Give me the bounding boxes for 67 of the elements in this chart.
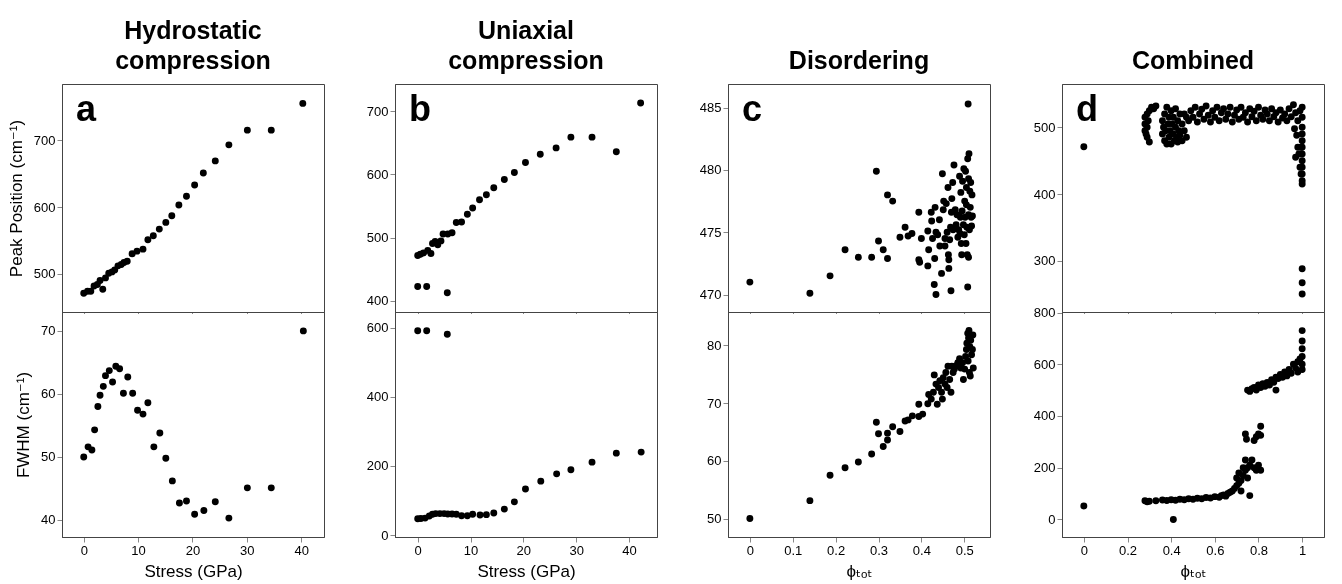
x-axis-title: ϕₜₒₜ [1180, 561, 1207, 581]
x-tick-label: 0.3 [869, 542, 889, 558]
x-axis-title: Stress (GPa) [144, 561, 243, 581]
y-tick-label: 800 [1033, 305, 1056, 321]
annotation: b [409, 88, 431, 129]
y-tick-label: 40 [41, 512, 56, 528]
x-tick-label: 10 [463, 542, 479, 558]
y-tick-label: 400 [366, 293, 389, 309]
annotation: d [1076, 88, 1098, 129]
chart-title: Uniaxial compression [448, 16, 604, 74]
y-tick-label: 700 [33, 132, 56, 148]
x-tick-label: 1 [1299, 542, 1307, 558]
y-tick-label: 70 [41, 323, 56, 339]
y-tick-label: 500 [1033, 119, 1056, 135]
x-tick-label: 40 [622, 542, 637, 558]
x-tick-label: 0 [414, 542, 422, 558]
x-tick-label: 0.4 [1162, 542, 1181, 558]
y-tick-label: 300 [1033, 253, 1056, 269]
x-tick-label: 0.5 [955, 542, 974, 558]
x-axis-title: ϕₜₒₜ [846, 561, 873, 581]
y-tick-label: 470 [699, 287, 722, 303]
y-tick-label: 50 [41, 449, 56, 465]
y-tick-label: 400 [366, 389, 389, 405]
chart-title: Hydrostatic compression [115, 16, 271, 74]
y-tick-label: 480 [699, 162, 722, 178]
y-tick-label: 70 [707, 395, 722, 411]
x-tick-label: 20 [516, 542, 532, 558]
x-tick-label: 10 [131, 542, 146, 558]
y-tick-label: 400 [1033, 408, 1056, 424]
y-tick-label: 700 [366, 103, 389, 119]
x-axis-title: Stress (GPa) [477, 561, 576, 581]
y-tick-label: 0 [1048, 511, 1056, 527]
annotation: a [76, 88, 97, 129]
y-tick-label: 200 [366, 458, 389, 474]
y-tick-label: 500 [33, 266, 56, 282]
annotation: c [742, 88, 763, 129]
y-tick-label: 200 [1033, 460, 1056, 476]
chart-title: Combined [1131, 46, 1255, 74]
y-tick-label: 600 [366, 166, 389, 182]
y-axis-title: FWHM (cm⁻¹) [14, 371, 34, 479]
y-tick-label: 60 [41, 386, 56, 402]
x-tick-label: 20 [185, 542, 201, 558]
y-tick-label: 60 [707, 453, 722, 469]
y-tick-label: 400 [1033, 186, 1056, 202]
y-axis-title: Peak Position (cm⁻¹) [6, 119, 26, 278]
chart-title: Disordering [788, 46, 930, 74]
y-tick-label: 50 [707, 511, 722, 527]
x-tick-label: 40 [294, 542, 309, 558]
x-tick-label: 30 [240, 542, 255, 558]
y-tick-label: 475 [699, 224, 722, 240]
y-tick-label: 0 [381, 527, 389, 543]
y-tick-label: 600 [1033, 356, 1056, 372]
x-tick-label: 0.6 [1206, 542, 1225, 558]
x-tick-label: 0.2 [1118, 542, 1138, 558]
y-tick-label: 600 [366, 320, 389, 336]
x-tick-label: 0 [746, 542, 754, 558]
x-tick-label: 0.2 [827, 542, 846, 558]
x-tick-label: 0.1 [784, 542, 803, 558]
x-tick-label: 30 [569, 542, 584, 558]
y-tick-label: 485 [699, 100, 722, 116]
x-tick-label: 0.8 [1249, 542, 1269, 558]
y-tick-label: 600 [33, 199, 56, 215]
x-tick-label: 0 [1080, 542, 1088, 558]
x-tick-label: 0.4 [912, 542, 931, 558]
y-tick-label: 80 [707, 337, 722, 353]
x-tick-label: 0 [80, 542, 88, 558]
y-tick-label: 500 [366, 230, 389, 246]
